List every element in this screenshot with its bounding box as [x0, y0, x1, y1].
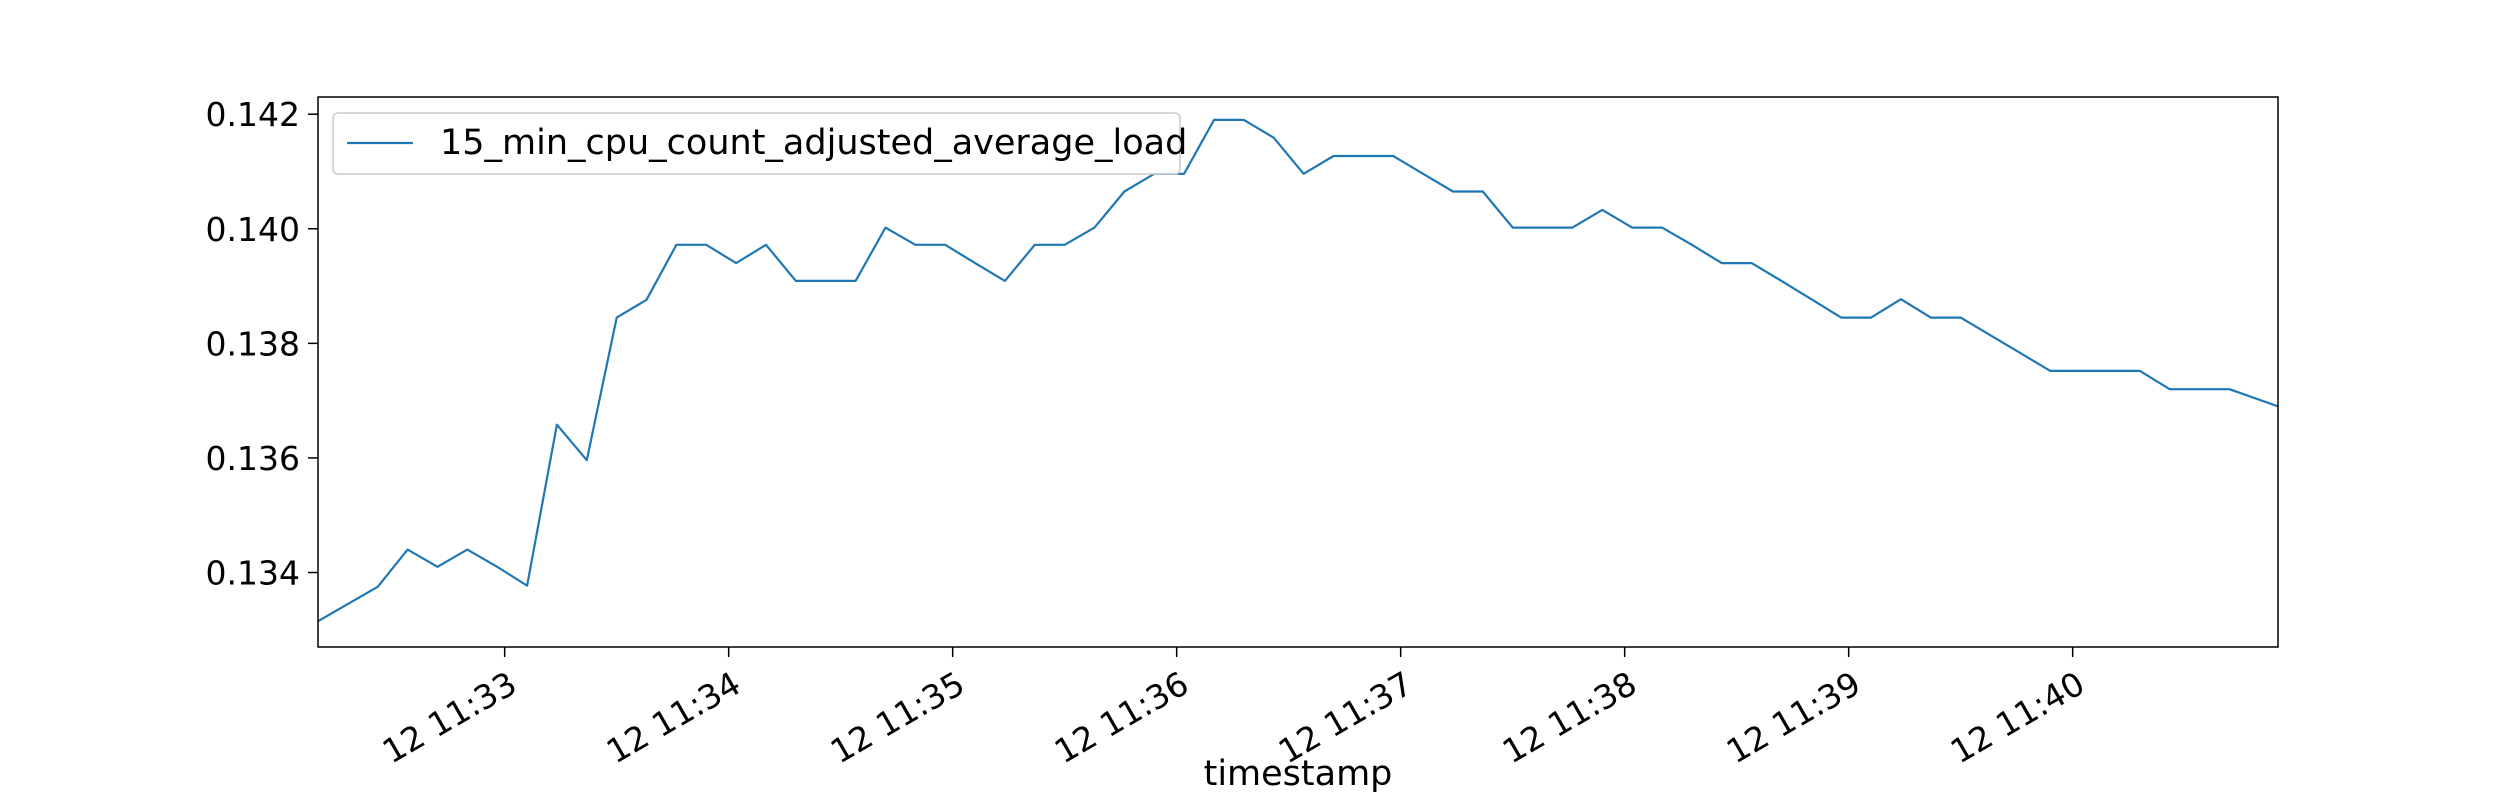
legend-box [332, 112, 1181, 175]
series-line-15-min-cpu-count-adjusted-average-load [317, 118, 2279, 623]
x-tick-label: 12 11:33 [376, 664, 523, 772]
legend: 15_min_cpu_count_adjusted_average_load [332, 112, 1187, 175]
y-axis: 0.134 0.136 0.138 0.140 0.142 [206, 95, 318, 593]
x-tick-label: 12 11:34 [600, 664, 747, 772]
x-tick-label: 12 11:35 [824, 664, 971, 772]
y-tick-label: 0.136 [206, 439, 300, 478]
y-tick-label: 0.140 [206, 210, 300, 249]
x-tick-label: 12 11:40 [1944, 664, 2091, 772]
x-axis: 12 11:33 12 11:34 12 11:35 12 11:36 12 11:37… [376, 647, 2091, 771]
x-tick-label: 12 11:39 [1720, 664, 1867, 772]
y-tick-label: 0.138 [206, 324, 300, 363]
plot-area [318, 97, 2278, 647]
legend-label: 15_min_cpu_count_adjusted_average_load [440, 123, 1187, 163]
y-tick-label: 0.142 [206, 95, 300, 134]
x-tick-label: 12 11:38 [1496, 664, 1643, 772]
x-axis-label: timestamp [1204, 754, 1393, 794]
y-tick-label: 0.134 [206, 554, 300, 593]
plot-frame [317, 96, 2279, 648]
x-tick-label: 12 11:36 [1048, 664, 1195, 772]
